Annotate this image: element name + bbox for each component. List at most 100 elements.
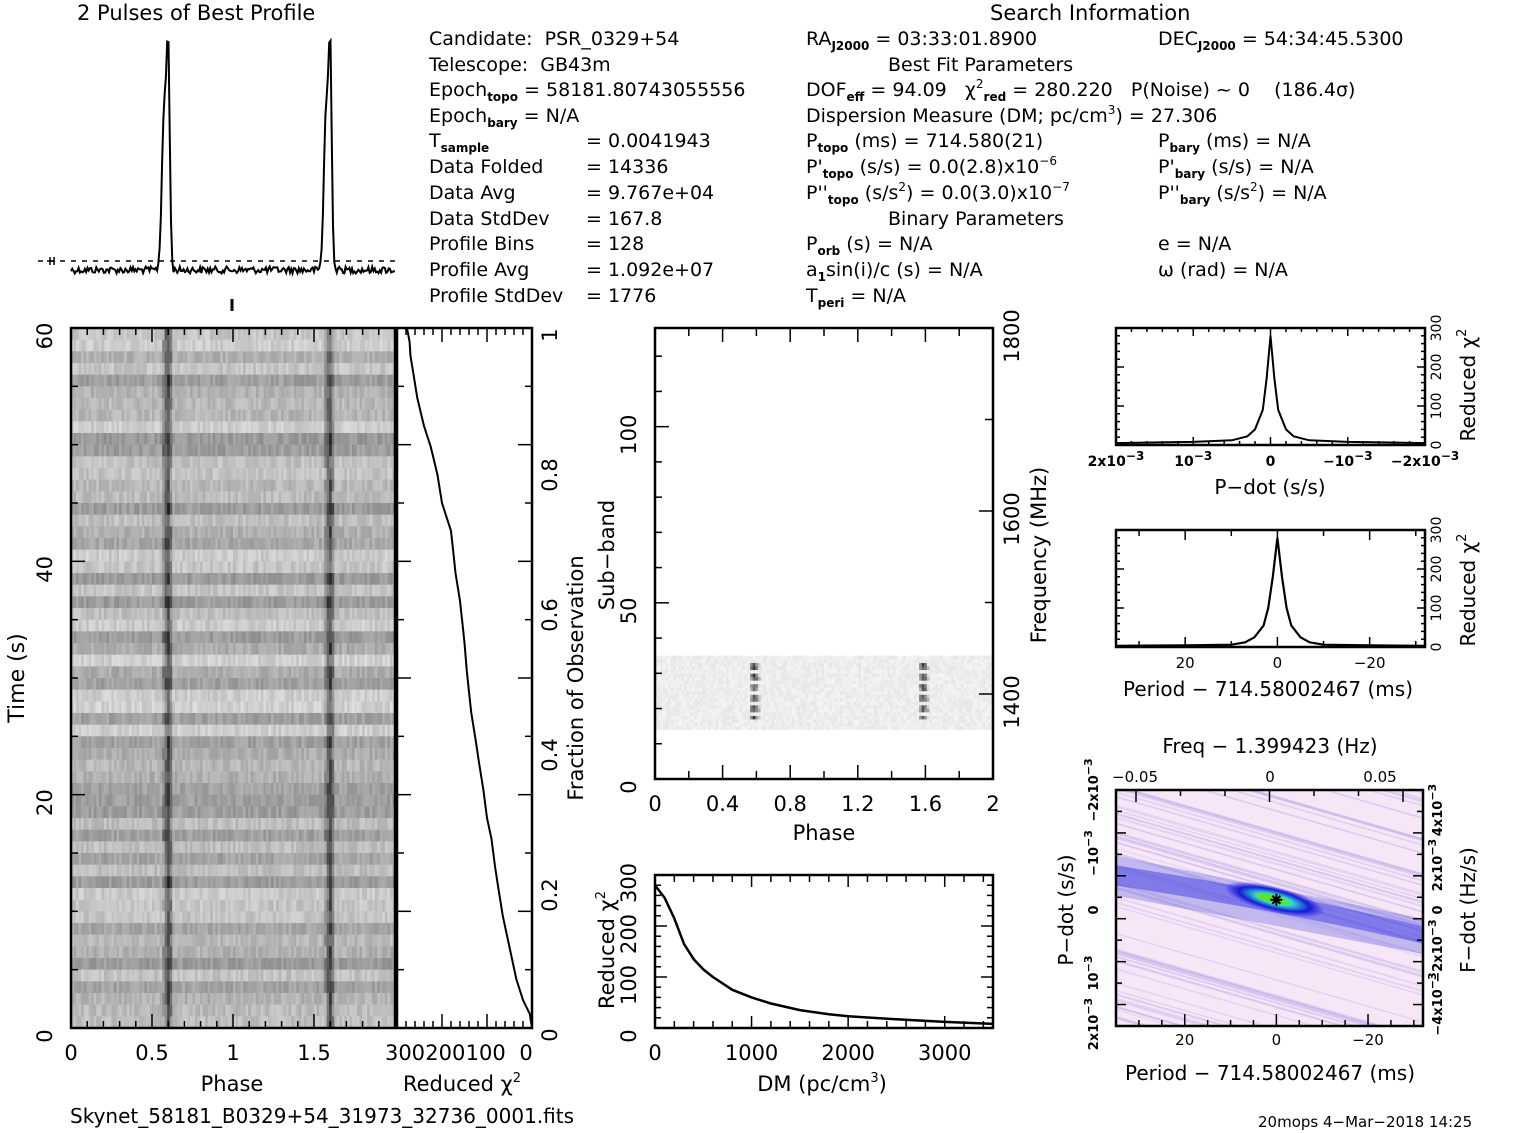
heatmap-cell bbox=[210, 538, 214, 550]
heatmap-cell bbox=[144, 433, 148, 445]
heatmap-cell bbox=[377, 386, 381, 399]
heatmap-cell bbox=[222, 363, 226, 375]
heatmap-cell bbox=[217, 398, 221, 410]
heatmap-cell bbox=[286, 666, 289, 679]
heatmap-cell bbox=[106, 514, 110, 527]
heatmap-cell bbox=[245, 654, 249, 667]
heatmap-cell bbox=[260, 561, 264, 574]
heatmap-cell bbox=[139, 398, 143, 410]
heatmap-cell bbox=[101, 374, 105, 387]
heatmap-cell bbox=[182, 724, 186, 737]
heatmap-cell bbox=[215, 654, 219, 667]
heatmap-cell bbox=[311, 514, 315, 527]
heatmap-cell bbox=[306, 339, 310, 352]
heatmap-cell bbox=[314, 421, 317, 434]
heatmap-cell bbox=[195, 713, 198, 725]
heatmap-cell bbox=[189, 538, 193, 550]
heatmap-cell bbox=[91, 584, 95, 597]
heatmap-cell bbox=[354, 328, 358, 340]
heatmap-cell bbox=[283, 689, 287, 702]
heatmap-cell bbox=[126, 479, 130, 492]
heatmap-cell bbox=[106, 608, 110, 620]
heatmap-cell bbox=[210, 398, 214, 410]
heatmap-cell bbox=[212, 328, 216, 340]
heatmap-cell bbox=[273, 386, 277, 399]
heatmap-cell bbox=[235, 654, 239, 667]
heatmap-cell bbox=[235, 421, 239, 434]
heatmap-cell bbox=[344, 491, 348, 504]
heatmap-cell bbox=[83, 409, 87, 422]
heatmap-cell bbox=[344, 503, 348, 515]
time-phase-heatmap bbox=[71, 328, 395, 1028]
heatmap-cell bbox=[270, 479, 274, 492]
heatmap-cell bbox=[346, 351, 350, 364]
heatmap-cell bbox=[392, 561, 395, 574]
heatmap-cell bbox=[169, 526, 173, 539]
heatmap-cell bbox=[341, 759, 345, 772]
heatmap-cell bbox=[255, 573, 259, 585]
heatmap-cell bbox=[387, 374, 391, 387]
heatmap-cell bbox=[139, 596, 143, 609]
heatmap-cell bbox=[362, 736, 365, 749]
heatmap-cell bbox=[286, 619, 289, 632]
heatmap-cell bbox=[283, 736, 287, 749]
heatmap-cell bbox=[265, 468, 269, 480]
heatmap-cell bbox=[248, 643, 252, 655]
heatmap-cell bbox=[103, 596, 107, 609]
heatmap-cell bbox=[220, 421, 224, 434]
heatmap-cell bbox=[248, 363, 252, 375]
heatmap-cell bbox=[260, 643, 264, 655]
heatmap-cell bbox=[334, 724, 338, 737]
heatmap-cell bbox=[141, 584, 145, 597]
heatmap-cell bbox=[389, 514, 393, 527]
heatmap-cell bbox=[263, 678, 267, 690]
heatmap-cell bbox=[192, 491, 196, 504]
heatmap-cell bbox=[177, 748, 181, 760]
heatmap-cell bbox=[255, 433, 259, 445]
heatmap-cell bbox=[83, 771, 87, 784]
pdbary-row: P'bary (s/s) = N/A bbox=[1158, 156, 1314, 180]
heatmap-cell bbox=[235, 631, 239, 644]
heatmap-cell bbox=[283, 584, 287, 597]
heatmap-cell bbox=[179, 724, 183, 737]
heatmap-cell bbox=[177, 666, 181, 679]
heatmap-cell bbox=[341, 514, 345, 527]
heatmap-cell bbox=[311, 538, 315, 550]
heatmap-cell bbox=[311, 433, 315, 445]
heatmap-cell bbox=[101, 491, 105, 504]
heatmap-cell bbox=[73, 398, 77, 410]
heatmap-cell bbox=[93, 456, 97, 469]
heatmap-cell bbox=[111, 374, 115, 387]
heatmap-cell bbox=[311, 596, 315, 609]
heatmap-cell bbox=[382, 491, 386, 504]
heatmap-cell bbox=[157, 678, 160, 690]
heatmap-cell bbox=[278, 724, 282, 737]
heatmap-cell bbox=[301, 736, 305, 749]
heatmap-cell bbox=[326, 526, 330, 539]
heatmap-cell bbox=[270, 701, 274, 714]
heatmap-cell bbox=[298, 491, 302, 504]
heatmap-cell bbox=[296, 409, 300, 422]
heatmap-cell bbox=[235, 678, 239, 690]
heatmap-cell bbox=[354, 678, 358, 690]
heatmap-cell bbox=[354, 596, 358, 609]
heatmap-cell bbox=[301, 503, 305, 515]
heatmap-cell bbox=[141, 713, 145, 725]
heatmap-cell bbox=[248, 351, 252, 364]
heatmap-cell bbox=[101, 584, 105, 597]
heatmap-cell bbox=[245, 759, 249, 772]
heatmap-cell bbox=[177, 619, 181, 632]
heatmap-cell bbox=[154, 748, 158, 760]
heatmap-cell bbox=[387, 736, 391, 749]
heatmap-cell bbox=[192, 444, 196, 457]
heatmap-cell bbox=[212, 759, 216, 772]
heatmap-cell bbox=[369, 398, 373, 410]
heatmap-cell bbox=[357, 759, 360, 772]
heatmap-cell bbox=[270, 549, 274, 562]
heatmap-cell bbox=[389, 619, 393, 632]
heatmap-cell bbox=[210, 631, 214, 644]
heatmap-cell bbox=[296, 514, 300, 527]
heatmap-cell bbox=[331, 363, 335, 375]
heatmap-cell bbox=[351, 713, 355, 725]
heatmap-cell bbox=[162, 561, 165, 574]
